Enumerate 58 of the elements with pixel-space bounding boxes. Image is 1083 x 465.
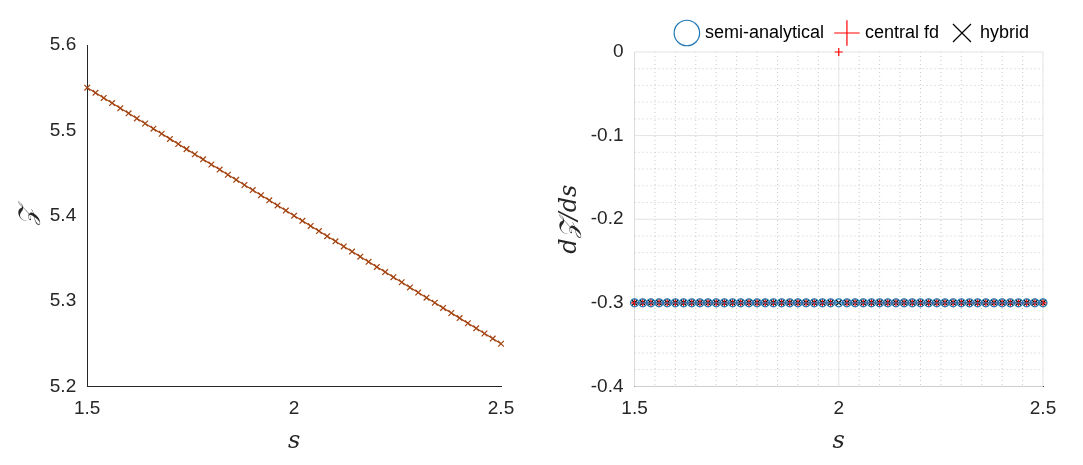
point xyxy=(92,89,99,97)
y-tick-label: -0.1 xyxy=(590,123,624,145)
y-tick-label: 5.4 xyxy=(49,203,77,225)
y-tick-label: 5.2 xyxy=(49,374,77,396)
point xyxy=(489,335,497,343)
legend-label: central fd xyxy=(864,21,939,42)
point xyxy=(447,309,455,317)
x-axis-title: s xyxy=(832,425,845,454)
y-tick-label: -0.2 xyxy=(590,207,624,229)
x-axis-title: s xyxy=(287,425,301,454)
y-tick-label: 5.3 xyxy=(49,289,77,311)
x-tick-label: 2 xyxy=(833,397,845,419)
x-tick-label: 1.5 xyxy=(74,397,101,419)
x-tick-label: 2.5 xyxy=(1029,397,1057,419)
y-tick-label: -0.3 xyxy=(590,291,624,313)
point xyxy=(456,314,464,322)
point xyxy=(141,120,149,127)
point xyxy=(166,135,174,143)
point xyxy=(332,237,339,245)
point xyxy=(116,104,124,112)
point xyxy=(249,186,257,194)
point xyxy=(423,294,430,302)
point xyxy=(381,268,389,276)
point xyxy=(183,145,190,153)
point xyxy=(241,181,248,189)
point xyxy=(282,207,290,215)
y-axis-title: d𝒵/ds xyxy=(553,184,582,254)
point xyxy=(340,243,348,250)
point xyxy=(307,222,315,230)
point xyxy=(472,324,480,332)
y-tick-label: -0.4 xyxy=(590,374,624,396)
point xyxy=(100,94,108,102)
point xyxy=(133,114,141,122)
point xyxy=(174,140,182,148)
legend-label: hybrid xyxy=(979,21,1030,42)
point xyxy=(406,283,414,291)
point xyxy=(207,161,215,168)
point xyxy=(497,340,505,348)
x-tick-label: 2.5 xyxy=(487,397,515,419)
point xyxy=(298,217,306,225)
point xyxy=(290,212,298,220)
point xyxy=(224,171,232,179)
y-tick-label: 5.6 xyxy=(49,33,77,55)
x-tick-label: 1.5 xyxy=(621,397,648,419)
y-axis-title: 𝒵 xyxy=(12,200,41,226)
x-tick-label: 2 xyxy=(288,397,300,419)
point xyxy=(365,258,373,266)
point xyxy=(348,248,356,255)
point xyxy=(199,155,207,163)
point xyxy=(257,191,265,199)
point xyxy=(464,319,472,327)
y-tick-label: 0 xyxy=(612,40,624,62)
point xyxy=(125,109,133,117)
point xyxy=(83,84,91,92)
y-tick-label: 5.5 xyxy=(49,118,77,140)
point xyxy=(414,289,422,296)
point xyxy=(389,273,397,281)
legend-label: semi-analytical xyxy=(704,21,824,42)
